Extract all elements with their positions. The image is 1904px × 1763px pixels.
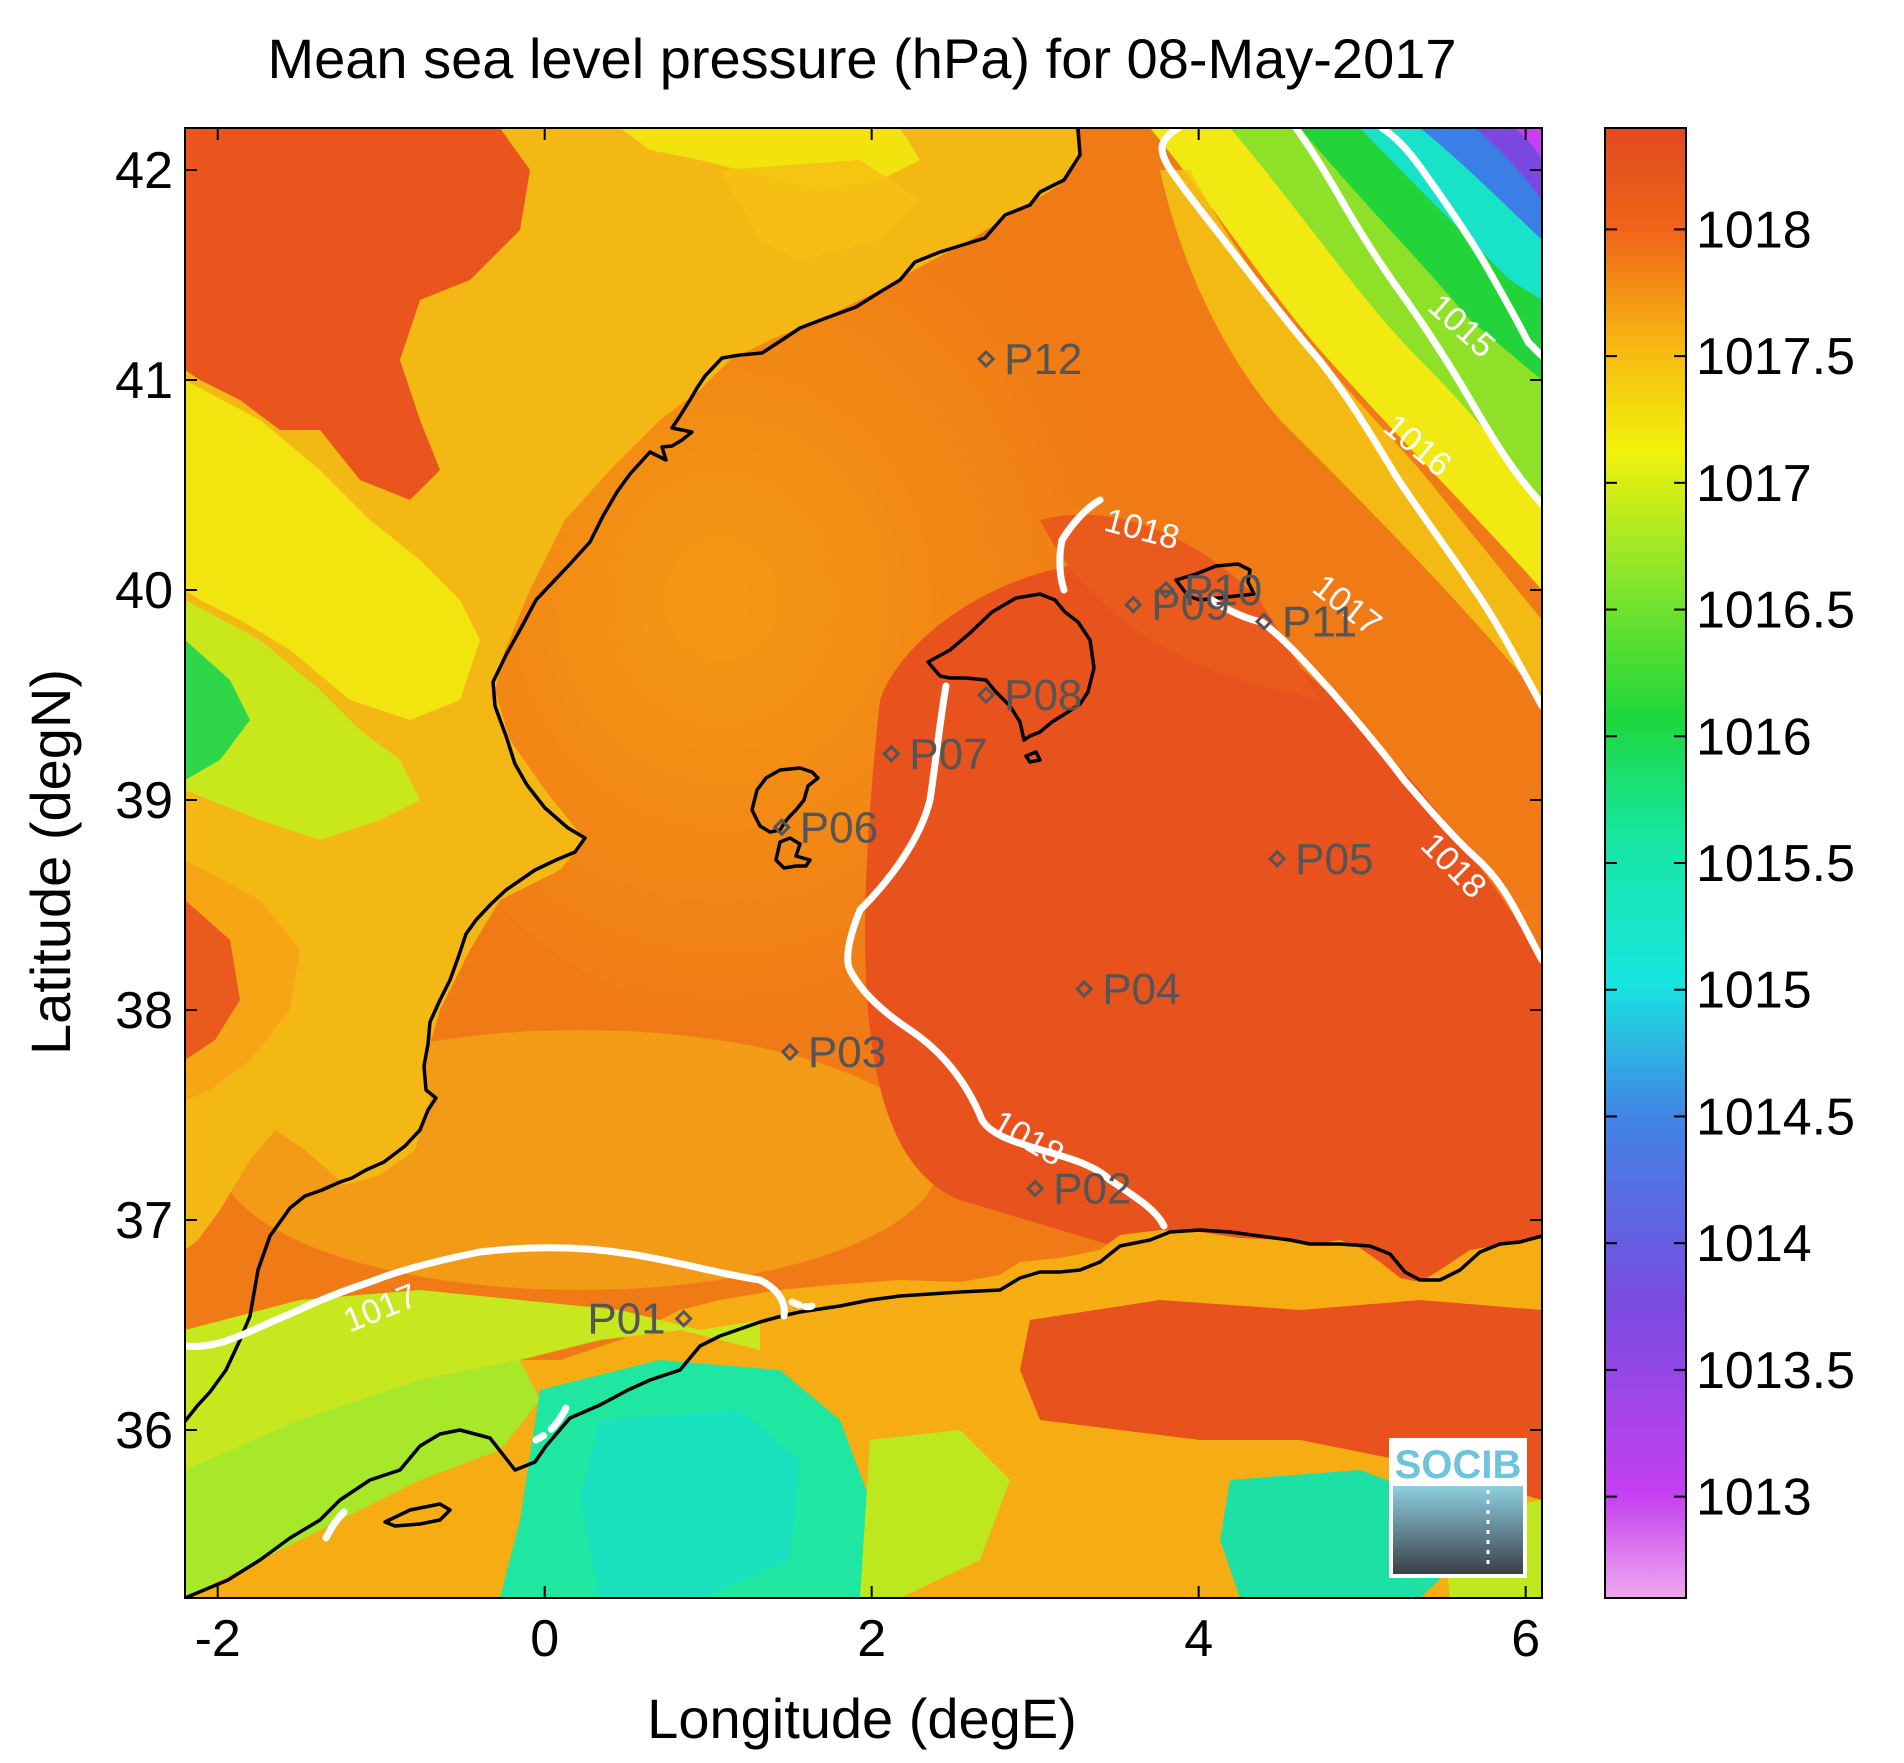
colorbar-label: 1017.5 (1696, 328, 1855, 386)
ibiza-coastline (750, 766, 820, 834)
isobar-1017-alboran-2 (788, 1298, 816, 1311)
colorbar-label: 1017 (1696, 455, 1812, 513)
station-marker (1156, 580, 1176, 600)
y-axis: 36 37 38 39 40 41 42 (115, 142, 1542, 1460)
y-tick-label: 40 (115, 562, 173, 620)
station-label: P11 (1282, 598, 1357, 647)
isobar-1017-alboran (532, 1404, 570, 1444)
station-label: P04 (1102, 965, 1180, 1014)
colorbar-label: 1016.5 (1696, 582, 1855, 640)
isobar-1016 (1292, 128, 1542, 508)
y-tick-label: 38 (115, 982, 173, 1040)
mallorca-coastline (926, 592, 1096, 742)
x-axis-label: Longitude (degE) (647, 1687, 1077, 1750)
station-label: P03 (808, 1028, 886, 1077)
station-marker (1075, 979, 1094, 999)
colorbar-label: 1013.5 (1696, 1342, 1855, 1400)
isobar-1017-south (185, 1244, 788, 1351)
station-marker (1268, 849, 1287, 868)
colorbar-label: 1015.5 (1696, 835, 1855, 893)
station-label: P07 (909, 730, 987, 779)
formentera-coastline (774, 836, 812, 870)
iberian-coastline (185, 128, 1082, 1440)
y-axis-label: Latitude (degN) (19, 669, 82, 1055)
socib-logo: SOCIB (1389, 1438, 1527, 1578)
alboran-coast-islet (383, 1502, 452, 1528)
isobar-1015 (1378, 128, 1542, 360)
colorbar-label: 1014 (1696, 1215, 1812, 1273)
station-marker (674, 1309, 693, 1328)
station-label: P01 (587, 1295, 665, 1344)
chart-title: Mean sea level pressure (hPa) for 08-May… (267, 27, 1456, 90)
x-tick-label: -2 (195, 1610, 241, 1668)
menorca-coastline (1174, 562, 1256, 602)
x-axis: -2 0 2 4 6 (195, 128, 1540, 1668)
station-marker (1026, 1179, 1045, 1198)
colorbar-label: 1014.5 (1696, 1088, 1855, 1146)
y-tick-label: 37 (115, 1192, 173, 1250)
colorbar-label: 1016 (1696, 708, 1812, 766)
isobar-1018-main (1208, 596, 1542, 964)
station-marker (976, 685, 996, 705)
station-marker (1124, 595, 1143, 614)
colorbar-label: 1013 (1696, 1469, 1812, 1527)
y-tick-label: 36 (115, 1402, 173, 1460)
x-tick-label: 0 (530, 1610, 559, 1668)
plot-frame (184, 127, 1543, 1599)
north-africa-coastline (185, 1228, 1542, 1598)
isobar-1018-loop (1056, 496, 1104, 594)
y-tick-label: 41 (115, 352, 173, 410)
y-tick-label: 42 (115, 142, 173, 200)
colorbar-label: 1018 (1696, 201, 1812, 259)
station-marker (1254, 612, 1274, 631)
isobar-contours (185, 128, 1542, 1542)
station-marker (772, 818, 791, 837)
colorbar: 1013 1013.5 1014 1014.5 1015 1015.5 1016 1016.5… (1604, 127, 1855, 1599)
station-label: P02 (1053, 1165, 1131, 1214)
isobar-1017-east (1158, 128, 1542, 710)
y-tick-label: 39 (115, 772, 173, 830)
colorbar-label: 1015 (1696, 962, 1812, 1020)
isobar-1017-gibraltar (322, 1508, 348, 1542)
station-label: P06 (800, 803, 878, 852)
x-tick-label: 6 (1511, 1610, 1540, 1668)
station-marker (780, 1042, 800, 1062)
cabrera-islet (1024, 750, 1042, 764)
colorbar-ticks: 1013 1013.5 1014 1014.5 1015 1015.5 1016 1016.5… (1605, 201, 1855, 1527)
station-marker (882, 744, 901, 763)
x-tick-label: 2 (857, 1610, 886, 1668)
station-label: P09 (1151, 581, 1229, 630)
station-marker (976, 349, 996, 369)
x-tick-label: 4 (1184, 1610, 1213, 1668)
station-label: P05 (1295, 835, 1373, 884)
station-label: P08 (1004, 671, 1082, 720)
station-label: P12 (1004, 335, 1082, 384)
coastlines (185, 128, 1542, 1598)
pressure-field (185, 128, 1542, 1598)
socib-logo-text: SOCIB (1395, 1443, 1522, 1487)
station-label: P10 (1184, 566, 1262, 615)
colorbar-gradient (1604, 127, 1687, 1599)
isobar-1018-south (844, 682, 1168, 1230)
